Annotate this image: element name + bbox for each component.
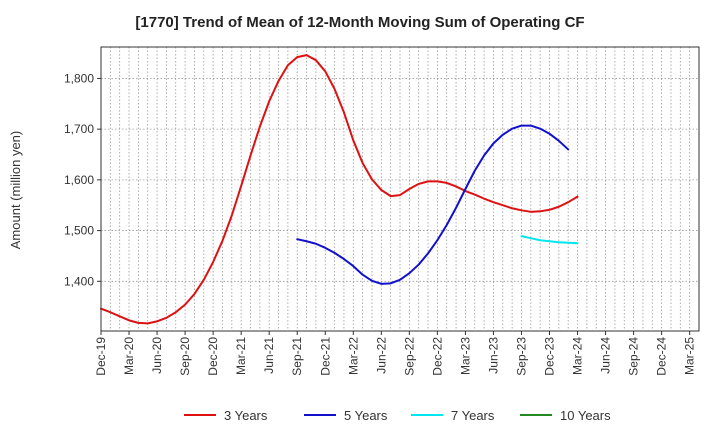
legend-label-3-years: 3 Years [224, 408, 268, 423]
legend-label-5-years: 5 Years [344, 408, 388, 423]
x-tick-label: Sep-22 [402, 337, 416, 376]
y-tick-label: 1,700 [64, 122, 94, 136]
x-tick-label: Jun-22 [374, 337, 388, 374]
y-tick-label: 1,400 [64, 274, 94, 288]
x-tick-label: Sep-24 [627, 337, 641, 376]
x-tick-label: Sep-20 [178, 337, 192, 376]
x-tick-label: Dec-24 [655, 337, 669, 376]
y-tick-label: 1,800 [64, 71, 94, 85]
x-tick-label: Mar-20 [122, 337, 136, 375]
x-tick-label: Dec-22 [430, 337, 444, 376]
y-tick-label: 1,500 [64, 224, 94, 238]
x-tick-label: Dec-20 [206, 337, 220, 376]
x-tick-label: Mar-22 [346, 337, 360, 375]
series-line-5-years [296, 124, 570, 285]
x-tick-label: Mar-24 [571, 337, 585, 375]
x-tick-label: Dec-23 [543, 337, 557, 376]
x-tick-label: Jun-24 [599, 337, 613, 374]
x-tick-label: Jun-23 [486, 337, 500, 374]
plot-frame [100, 46, 700, 332]
series-line-7-years [520, 235, 579, 245]
x-tick-label: Dec-21 [318, 337, 332, 376]
x-tick-label: Sep-23 [514, 337, 528, 376]
chart-title: [1770] Trend of Mean of 12-Month Moving … [135, 14, 584, 31]
x-tick-label: Mar-25 [683, 337, 697, 375]
x-tick-label: Sep-21 [290, 337, 304, 376]
x-tick-label: Jun-20 [150, 337, 164, 374]
y-tick-label: 1,600 [64, 173, 94, 187]
series-line-3-years [100, 54, 579, 325]
series-layer [100, 54, 579, 325]
x-tick-label: Mar-23 [458, 337, 472, 375]
legend: 3 Years 5 Years 7 Years 10 Years [184, 408, 611, 423]
x-axis-ticks: Dec-19 Mar-20 Jun-20 Sep-20 Dec-20 Mar-21 Jun-… [94, 331, 697, 376]
y-axis-label: Amount (million yen) [8, 131, 23, 250]
x-tick-label: Dec-19 [94, 337, 108, 376]
x-tick-label: Mar-21 [234, 337, 248, 375]
x-tick-label: Jun-21 [262, 337, 276, 374]
legend-label-7-years: 7 Years [451, 408, 495, 423]
legend-label-10-years: 10 Years [560, 408, 611, 423]
grid-layer [101, 47, 699, 331]
y-axis-ticks: 1,400 1,500 1,600 1,700 1,800 [64, 71, 101, 288]
